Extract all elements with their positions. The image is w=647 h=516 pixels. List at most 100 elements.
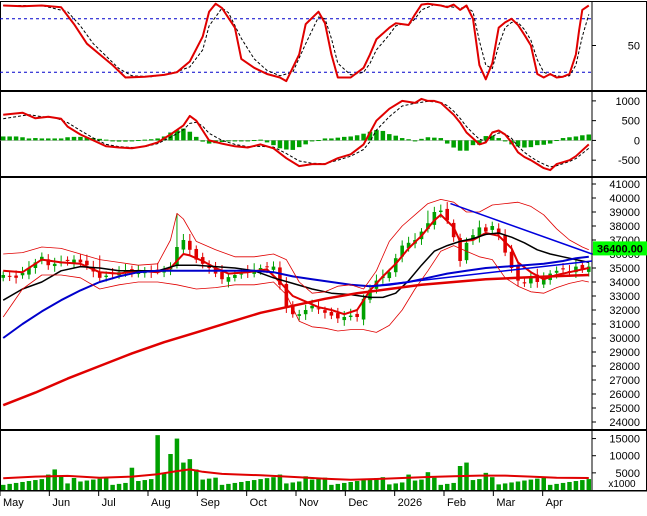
macd-histogram-bar bbox=[65, 137, 70, 141]
price-candle-body bbox=[535, 274, 540, 282]
tick-label: -500 bbox=[618, 155, 640, 167]
price-candle-body bbox=[490, 226, 495, 230]
macd-histogram-bar bbox=[412, 140, 418, 142]
macd-histogram-bar bbox=[103, 139, 109, 141]
volume-bar bbox=[116, 483, 122, 490]
volume-bar bbox=[554, 483, 559, 490]
price-candle-body bbox=[290, 304, 295, 315]
macd-histogram-bar bbox=[219, 140, 225, 142]
volume-bar bbox=[425, 472, 431, 490]
macd-histogram-bar bbox=[432, 137, 437, 141]
tick-label: 34000 bbox=[609, 277, 640, 289]
macd-histogram-bar bbox=[451, 140, 456, 148]
volume-bar bbox=[393, 483, 398, 490]
volume-bar bbox=[406, 474, 411, 490]
macd-histogram-bar bbox=[387, 134, 392, 141]
x-axis-label: Mar bbox=[496, 497, 515, 509]
tick-label: 28000 bbox=[609, 361, 640, 373]
tick-label: 41000 bbox=[609, 179, 640, 191]
volume-bar bbox=[573, 481, 579, 490]
macd-histogram-bar bbox=[239, 140, 244, 142]
volume-bar bbox=[483, 472, 489, 490]
macd-histogram-bar bbox=[264, 140, 270, 143]
volume-bar bbox=[20, 481, 25, 490]
price-candle-body bbox=[220, 271, 224, 280]
macd-histogram-bar bbox=[567, 137, 572, 141]
price-candle-body bbox=[554, 270, 559, 273]
volume-bar bbox=[155, 435, 160, 490]
macd-histogram-bar bbox=[200, 140, 205, 142]
macd-histogram-bar bbox=[380, 130, 386, 141]
volume-bar bbox=[39, 479, 45, 490]
volume-bar bbox=[419, 479, 424, 490]
price-candle-body bbox=[522, 282, 527, 284]
price-candle-body bbox=[406, 242, 411, 249]
price-candle-body bbox=[503, 235, 507, 253]
macd-histogram-bar bbox=[309, 140, 315, 142]
volume-bar bbox=[502, 483, 508, 490]
volume-bar bbox=[103, 477, 109, 490]
panel-stochastic-frame bbox=[0, 1, 647, 91]
macd-histogram-bar bbox=[116, 140, 122, 142]
volume-bar bbox=[239, 481, 244, 490]
price-candle-body bbox=[477, 227, 482, 237]
macd-histogram-bar bbox=[322, 138, 328, 141]
volume-bar bbox=[58, 476, 64, 490]
macd-histogram-bar bbox=[52, 138, 57, 141]
volume-bar bbox=[586, 479, 592, 490]
macd-histogram-bar bbox=[271, 140, 276, 146]
macd-histogram-bar bbox=[7, 136, 12, 141]
volume-bar bbox=[348, 481, 353, 490]
volume-bar bbox=[438, 484, 444, 490]
price-candle-body bbox=[7, 275, 12, 277]
price-candle-body bbox=[188, 240, 192, 250]
macd-histogram-bar bbox=[367, 131, 373, 141]
macd-histogram-bar bbox=[277, 140, 283, 149]
macd-histogram-bar bbox=[174, 130, 180, 141]
volume-bar bbox=[194, 469, 199, 490]
price-candle-body bbox=[226, 277, 231, 282]
tick-label: 39000 bbox=[609, 207, 640, 219]
macd-histogram-bar bbox=[528, 140, 534, 148]
macd-histogram-bar bbox=[284, 140, 289, 150]
price-candle-body bbox=[323, 310, 327, 313]
price-candle-body bbox=[336, 313, 340, 319]
macd-histogram-bar bbox=[522, 140, 527, 148]
volume-bar bbox=[258, 479, 263, 490]
volume-bar bbox=[271, 477, 276, 490]
volume-bar bbox=[52, 469, 57, 490]
volume-bar bbox=[264, 478, 270, 490]
macd-histogram-bar bbox=[483, 136, 489, 141]
price-candle-body bbox=[516, 265, 520, 281]
tick-label: 25000 bbox=[609, 403, 640, 415]
macd-histogram-bar bbox=[58, 138, 64, 141]
macd-histogram-bar bbox=[438, 138, 444, 141]
macd-histogram-bar bbox=[335, 137, 341, 141]
volume-bar bbox=[0, 484, 6, 490]
tick-label: 33000 bbox=[609, 291, 640, 303]
macd-histogram-bar bbox=[33, 138, 38, 141]
macd-histogram-bar bbox=[547, 140, 553, 144]
trendline-support bbox=[369, 260, 593, 287]
panel-price-frame bbox=[0, 177, 647, 430]
tick-label: 35000 bbox=[609, 263, 640, 275]
macd-histogram-bar bbox=[194, 136, 199, 141]
volume-bar bbox=[232, 482, 238, 490]
x-axis-label: Jun bbox=[52, 497, 70, 509]
volume-bar bbox=[380, 477, 386, 490]
price-candle-body bbox=[342, 317, 347, 321]
price-candle-body bbox=[471, 235, 475, 241]
macd-histogram-bar bbox=[290, 140, 296, 150]
price-candle-body bbox=[78, 259, 83, 263]
price-candle-body bbox=[33, 262, 38, 268]
macd-histogram-bar bbox=[464, 140, 469, 151]
tick-label: 1000 bbox=[616, 96, 640, 108]
macd-histogram-bar bbox=[348, 136, 353, 141]
volume-bar bbox=[174, 438, 180, 490]
price-candle-body bbox=[329, 311, 334, 316]
tick-label: 29000 bbox=[609, 347, 640, 359]
volume-bar bbox=[142, 480, 148, 490]
price-candle-body bbox=[310, 305, 314, 309]
price-candle-body bbox=[72, 259, 76, 263]
